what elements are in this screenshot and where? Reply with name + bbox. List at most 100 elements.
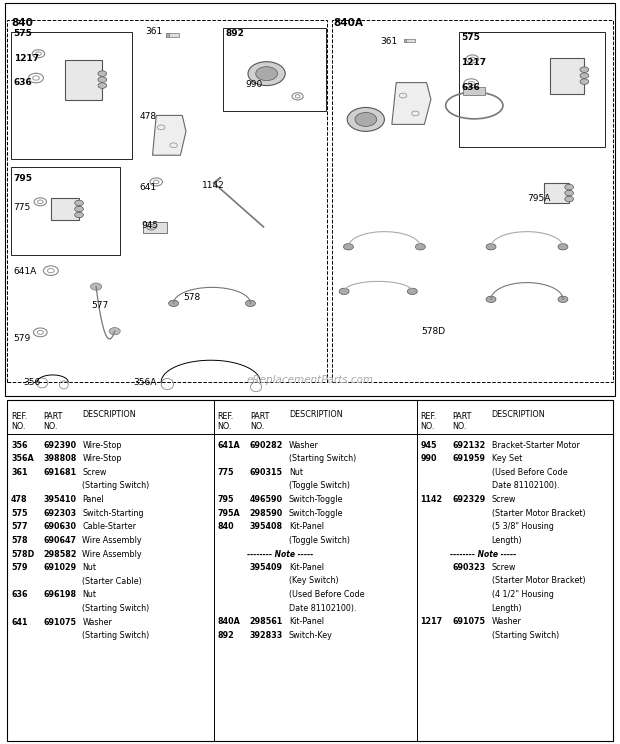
Bar bbox=[459, 32, 604, 147]
Text: Screw: Screw bbox=[492, 562, 516, 572]
Text: 361: 361 bbox=[11, 468, 28, 477]
Text: 361: 361 bbox=[381, 36, 398, 45]
Text: 575: 575 bbox=[11, 509, 28, 518]
Text: (Starting Switch): (Starting Switch) bbox=[82, 481, 149, 490]
Bar bbox=[166, 33, 169, 37]
Circle shape bbox=[558, 243, 568, 250]
Text: Screw: Screw bbox=[82, 468, 107, 477]
Text: 795: 795 bbox=[14, 174, 33, 183]
Text: (5 3/8" Housing: (5 3/8" Housing bbox=[492, 522, 554, 531]
Text: 356: 356 bbox=[24, 378, 41, 387]
Text: REF.
NO.: REF. NO. bbox=[11, 412, 27, 432]
Text: Switch-Toggle: Switch-Toggle bbox=[289, 509, 343, 518]
Text: Nut: Nut bbox=[82, 563, 97, 572]
Ellipse shape bbox=[347, 107, 384, 132]
Text: 990: 990 bbox=[245, 80, 262, 89]
Text: 691029: 691029 bbox=[43, 563, 76, 572]
Text: (Starter Motor Bracket): (Starter Motor Bracket) bbox=[492, 509, 585, 518]
Circle shape bbox=[74, 212, 83, 218]
Bar bbox=[65, 60, 102, 100]
Text: Kit-Panel: Kit-Panel bbox=[289, 618, 324, 626]
Ellipse shape bbox=[355, 112, 376, 126]
Text: (Starting Switch): (Starting Switch) bbox=[82, 631, 149, 641]
Text: 892: 892 bbox=[218, 631, 234, 640]
Circle shape bbox=[486, 296, 496, 303]
Text: 356A: 356A bbox=[11, 454, 34, 464]
Text: (4 1/2" Housing: (4 1/2" Housing bbox=[492, 590, 554, 599]
Polygon shape bbox=[392, 83, 431, 124]
Circle shape bbox=[74, 200, 83, 206]
Text: (Starting Switch): (Starting Switch) bbox=[492, 631, 559, 640]
Circle shape bbox=[339, 288, 349, 295]
Bar bbox=[404, 39, 406, 42]
Text: 395409: 395409 bbox=[250, 562, 283, 572]
Text: 478: 478 bbox=[140, 112, 157, 121]
Text: Wire-Stop: Wire-Stop bbox=[82, 454, 122, 464]
Circle shape bbox=[91, 283, 102, 290]
Text: 945: 945 bbox=[141, 221, 159, 231]
Text: 361: 361 bbox=[146, 27, 163, 36]
Text: (Starter Cable): (Starter Cable) bbox=[82, 577, 142, 586]
Text: 392833: 392833 bbox=[250, 631, 283, 640]
Text: 395410: 395410 bbox=[43, 495, 76, 504]
Text: 696198: 696198 bbox=[43, 591, 76, 600]
Text: 579: 579 bbox=[11, 563, 28, 572]
Text: 945: 945 bbox=[420, 440, 437, 449]
Text: 1217: 1217 bbox=[420, 618, 443, 626]
Ellipse shape bbox=[256, 67, 278, 80]
Text: Date 81102100).: Date 81102100). bbox=[289, 603, 356, 612]
Text: 1217: 1217 bbox=[461, 58, 487, 67]
Text: Kit-Panel: Kit-Panel bbox=[289, 522, 324, 531]
Circle shape bbox=[558, 296, 568, 303]
Bar bbox=[51, 198, 79, 220]
Circle shape bbox=[343, 243, 353, 250]
Text: 692132: 692132 bbox=[453, 440, 486, 449]
Text: 636: 636 bbox=[11, 591, 28, 600]
Text: 356: 356 bbox=[11, 440, 28, 449]
Text: 775: 775 bbox=[14, 203, 31, 212]
Text: 641A: 641A bbox=[218, 440, 241, 449]
Text: 636: 636 bbox=[14, 78, 32, 87]
Text: PART
NO.: PART NO. bbox=[453, 412, 472, 432]
Text: 641A: 641A bbox=[14, 266, 37, 276]
Circle shape bbox=[407, 288, 417, 295]
Circle shape bbox=[565, 196, 574, 202]
Text: 577: 577 bbox=[92, 301, 109, 310]
Text: Washer: Washer bbox=[289, 440, 319, 449]
Text: 692329: 692329 bbox=[453, 495, 486, 504]
Text: 840A: 840A bbox=[334, 19, 363, 28]
Text: REF.
NO.: REF. NO. bbox=[420, 412, 436, 432]
Circle shape bbox=[580, 67, 589, 72]
Bar bbox=[143, 222, 167, 233]
Text: PART
NO.: PART NO. bbox=[250, 412, 269, 432]
Bar bbox=[404, 39, 415, 42]
Text: 775: 775 bbox=[218, 468, 234, 477]
Text: 1217: 1217 bbox=[14, 54, 39, 62]
Text: 1142: 1142 bbox=[202, 181, 224, 190]
Text: Washer: Washer bbox=[492, 618, 521, 626]
Text: 990: 990 bbox=[420, 454, 437, 464]
Bar bbox=[544, 184, 569, 202]
Circle shape bbox=[74, 206, 83, 212]
Text: Switch-Toggle: Switch-Toggle bbox=[289, 495, 343, 504]
Circle shape bbox=[565, 190, 574, 196]
Text: 578: 578 bbox=[183, 292, 200, 301]
Text: 690630: 690630 bbox=[43, 522, 76, 531]
Text: 691075: 691075 bbox=[453, 618, 485, 626]
Circle shape bbox=[246, 300, 255, 307]
Text: 795A: 795A bbox=[218, 509, 241, 518]
Text: 690647: 690647 bbox=[43, 536, 76, 545]
Bar bbox=[551, 58, 584, 94]
Text: (Toggle Switch): (Toggle Switch) bbox=[289, 536, 350, 545]
Text: 575: 575 bbox=[14, 30, 32, 39]
Circle shape bbox=[486, 243, 496, 250]
Ellipse shape bbox=[248, 62, 285, 86]
Text: Bracket-Starter Motor: Bracket-Starter Motor bbox=[492, 440, 580, 449]
Text: 692390: 692390 bbox=[43, 440, 76, 449]
Bar bbox=[463, 87, 485, 95]
Text: DESCRIPTION: DESCRIPTION bbox=[289, 410, 342, 419]
Text: 690282: 690282 bbox=[250, 440, 283, 449]
Text: 478: 478 bbox=[11, 495, 28, 504]
Text: Switch-Starting: Switch-Starting bbox=[82, 509, 144, 518]
Text: 398808: 398808 bbox=[43, 454, 77, 464]
